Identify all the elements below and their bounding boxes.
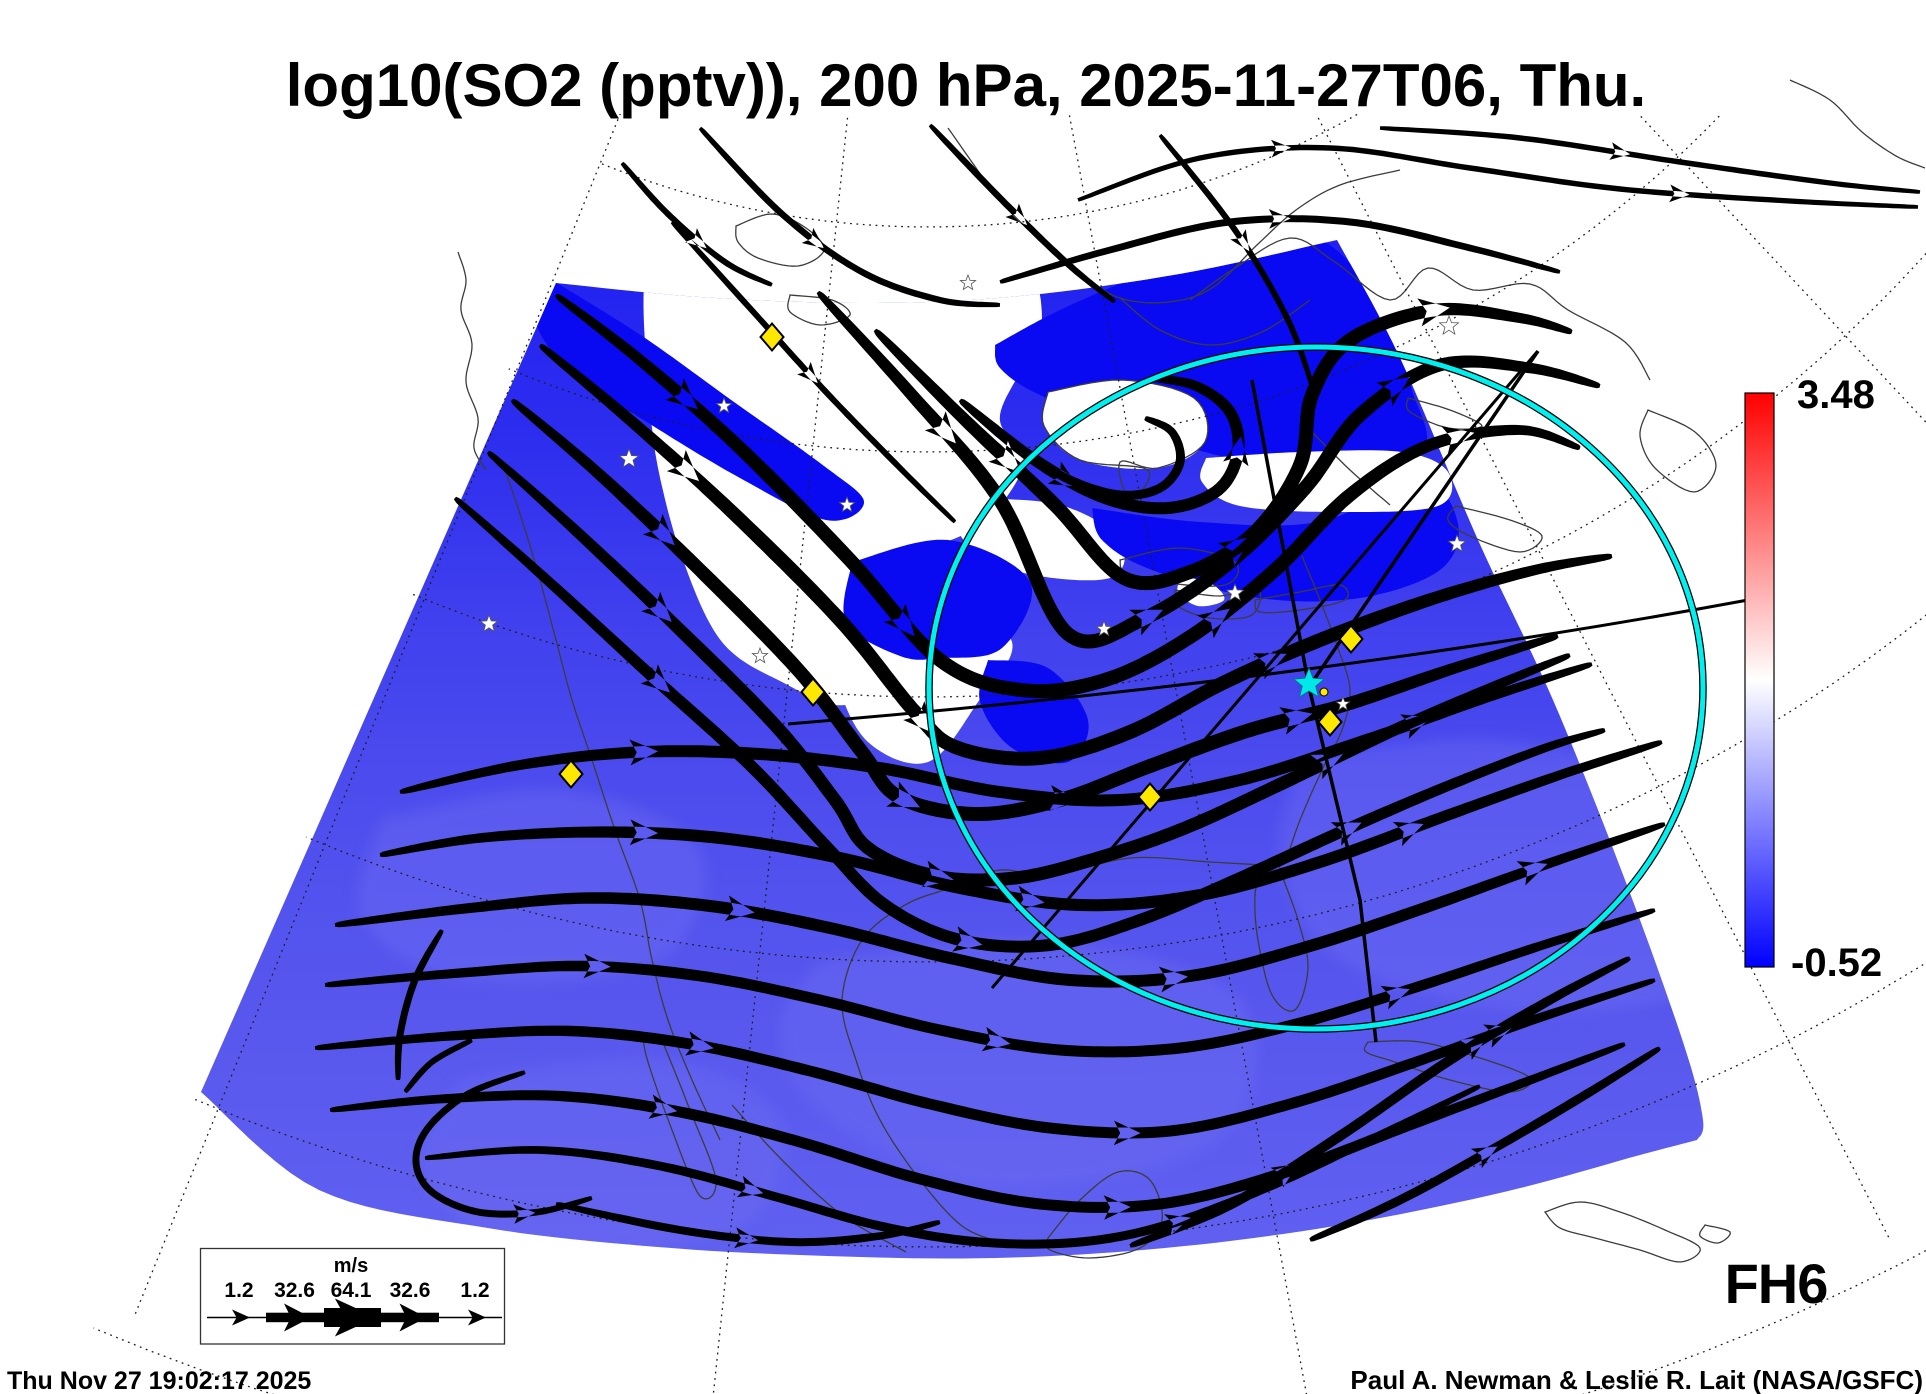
- svg-text:-0.52: -0.52: [1791, 941, 1882, 985]
- svg-text:1.2: 1.2: [224, 1279, 253, 1302]
- svg-text:Thu Nov 27 19:02:17 2025: Thu Nov 27 19:02:17 2025: [7, 1367, 311, 1394]
- svg-text:1.2: 1.2: [460, 1279, 489, 1302]
- svg-text:Paul A. Newman & Leslie R. Lai: Paul A. Newman & Leslie R. Lait (NASA/GS…: [1350, 1365, 1923, 1394]
- svg-text:32.6: 32.6: [274, 1279, 315, 1302]
- svg-text:m/s: m/s: [334, 1255, 368, 1277]
- svg-text:log10(SO2 (pptv)), 200 hPa, 20: log10(SO2 (pptv)), 200 hPa, 2025-11-27T0…: [286, 52, 1646, 119]
- svg-text:64.1: 64.1: [331, 1279, 372, 1302]
- svg-text:32.6: 32.6: [390, 1279, 431, 1302]
- svg-text:3.48: 3.48: [1797, 373, 1875, 417]
- svg-text:FH6: FH6: [1725, 1252, 1828, 1315]
